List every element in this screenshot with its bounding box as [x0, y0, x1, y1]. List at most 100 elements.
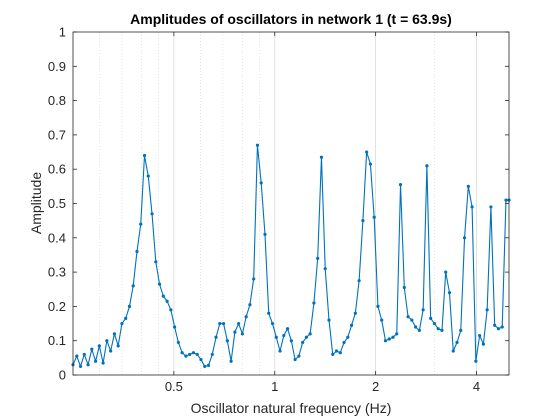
- data-point: [195, 352, 199, 357]
- data-point: [124, 316, 128, 320]
- data-point: [387, 337, 391, 341]
- data-point: [237, 321, 241, 326]
- data-point: [282, 333, 286, 338]
- x-tick-label: 2: [372, 379, 379, 394]
- data-point: [255, 143, 260, 147]
- data-point: [293, 357, 297, 362]
- data-point: [225, 339, 229, 343]
- data-point: [184, 354, 188, 358]
- data-point: [459, 328, 463, 333]
- data-point: [398, 183, 403, 187]
- data-point: [263, 232, 267, 236]
- data-point: [127, 304, 132, 308]
- data-point: [323, 267, 327, 271]
- y-axis-label: Amplitude: [28, 172, 44, 234]
- data-point: [210, 352, 214, 357]
- data-point: [349, 323, 354, 327]
- data-point: [214, 335, 218, 339]
- data-point: [391, 335, 395, 339]
- data-point: [191, 351, 196, 355]
- data-point: [101, 361, 105, 365]
- data-point: [417, 328, 421, 333]
- data-point: [109, 349, 113, 353]
- data-point: [496, 327, 501, 331]
- data-point: [489, 205, 493, 209]
- x-tick-label: 0.5: [165, 379, 183, 394]
- data-point: [199, 357, 203, 362]
- data-point: [319, 155, 324, 159]
- ticks: 0.5 1 2 4 0 0.1 0.2 0.3 0.4 0.5 0.6 0.7 0.8 0.9 1: [48, 25, 509, 394]
- data-point: [274, 335, 278, 339]
- data-point: [372, 215, 376, 219]
- data-point: [462, 236, 467, 240]
- data-point: [308, 332, 312, 336]
- data-point: [270, 321, 275, 326]
- data-point: [86, 363, 90, 367]
- y-tick-label: 0.1: [48, 333, 66, 348]
- data-point: [75, 354, 79, 358]
- data-point: [342, 340, 346, 345]
- data-point: [142, 153, 147, 158]
- x-tick-label: 4: [473, 379, 480, 394]
- data-point: [474, 359, 478, 363]
- data-point: [304, 335, 308, 339]
- plot-area: [73, 32, 509, 375]
- data-point: [425, 164, 429, 168]
- data-point: [327, 318, 331, 322]
- data-point: [289, 339, 293, 343]
- data-point: [504, 198, 508, 202]
- data-point: [240, 332, 244, 336]
- data-point: [466, 184, 470, 188]
- data-point: [402, 285, 406, 290]
- x-axis-label: Oscillator natural frequency (Hz): [191, 400, 392, 416]
- y-tick-label: 0.6: [48, 162, 66, 177]
- data-point: [470, 205, 474, 209]
- data-point: [259, 181, 263, 185]
- data-point: [278, 349, 282, 353]
- data-point: [436, 327, 440, 331]
- y-tick-label: 0.7: [48, 127, 66, 142]
- chart-title: Amplitudes of oscillators in network 1 (…: [130, 11, 452, 27]
- data-point: [376, 304, 380, 308]
- data-point: [432, 321, 437, 326]
- data-point: [105, 339, 109, 343]
- series-layer: [71, 143, 511, 369]
- data-point: [406, 315, 410, 319]
- data-point: [316, 256, 320, 260]
- data-point: [447, 291, 452, 295]
- data-point: [334, 349, 339, 353]
- data-point: [267, 311, 271, 315]
- data-point: [301, 340, 305, 345]
- data-point: [176, 340, 180, 345]
- data-point: [131, 284, 135, 288]
- data-point: [218, 321, 222, 326]
- data-point: [500, 325, 504, 329]
- data-point: [229, 359, 233, 363]
- x-tick-label: 1: [271, 379, 278, 394]
- data-point: [169, 308, 173, 312]
- data-point: [78, 364, 83, 369]
- data-point: [173, 325, 177, 329]
- data-point: [135, 249, 139, 254]
- data-point: [481, 342, 485, 346]
- data-point: [221, 321, 226, 326]
- data-point: [421, 308, 425, 312]
- y-tick-label: 0.3: [48, 265, 66, 280]
- data-point: [493, 323, 497, 327]
- y-tick-label: 0.9: [48, 59, 66, 74]
- data-point: [206, 363, 211, 367]
- data-point: [116, 344, 120, 348]
- data-point: [312, 301, 316, 305]
- data-point: [478, 333, 482, 338]
- data-point: [444, 270, 448, 274]
- data-point: [365, 150, 369, 154]
- y-tick-label: 0.8: [48, 93, 66, 108]
- data-point: [233, 330, 237, 334]
- data-point: [285, 327, 290, 331]
- grid: [99, 32, 510, 375]
- data-point: [455, 340, 459, 345]
- data-point: [346, 335, 350, 339]
- data-point: [90, 347, 94, 351]
